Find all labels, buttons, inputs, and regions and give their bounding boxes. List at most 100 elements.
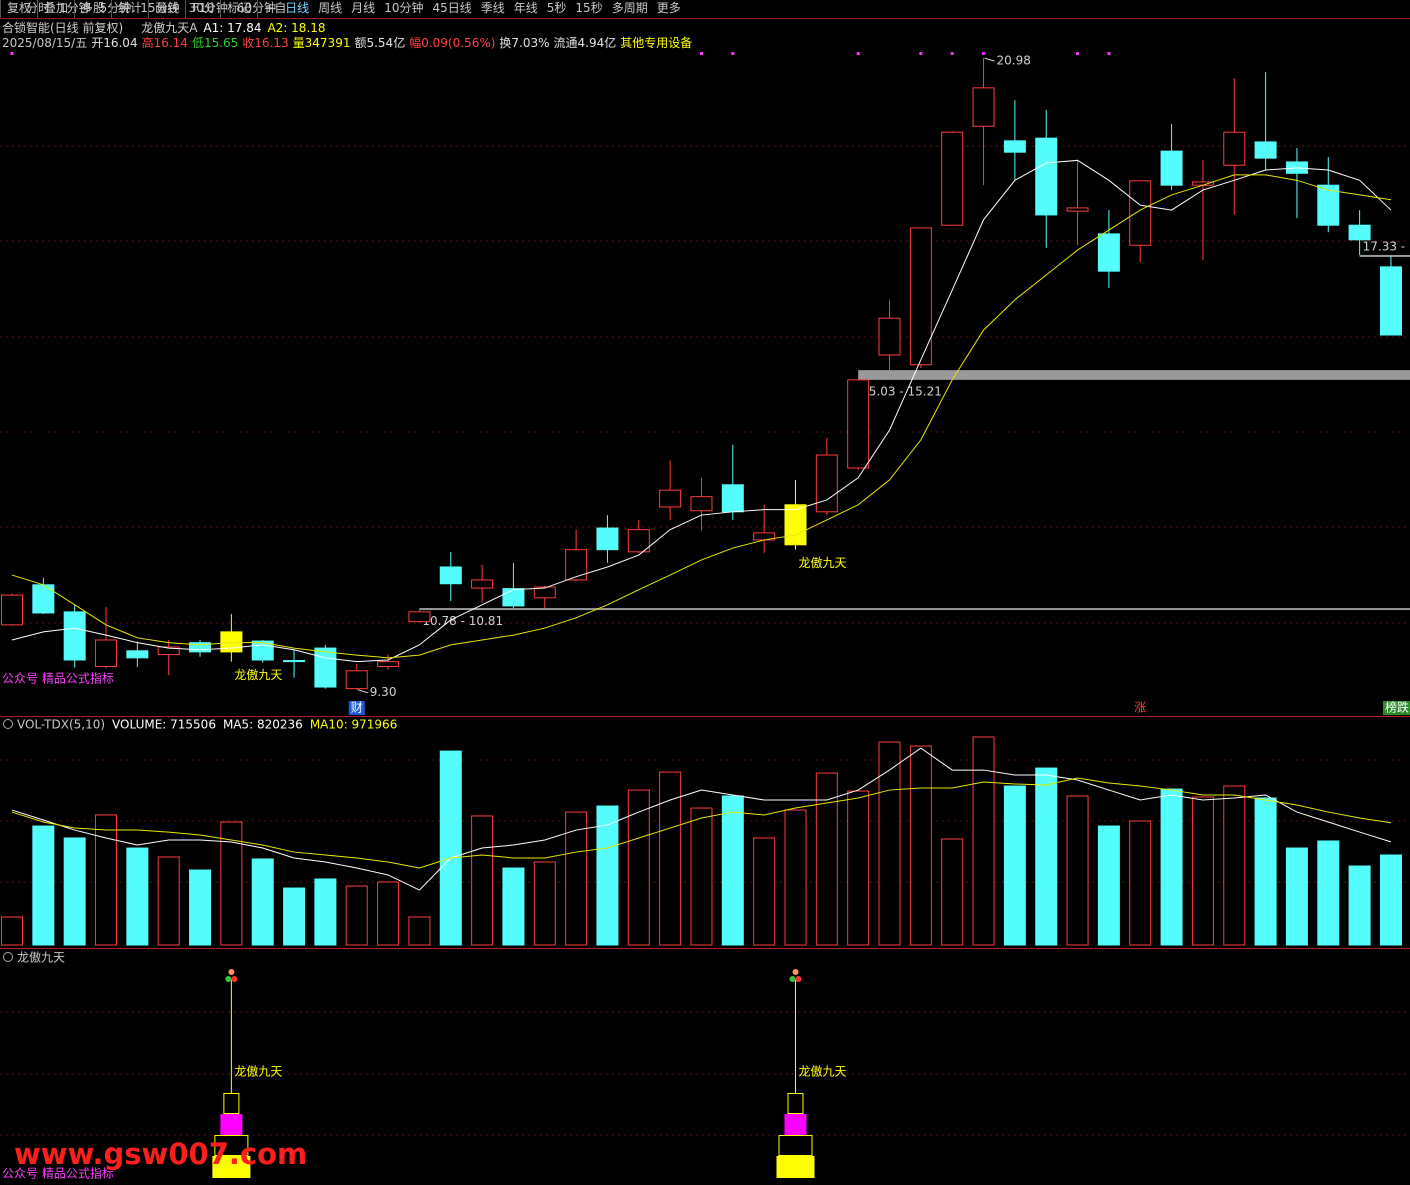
gap-label: 15.03 - 15.21 — [861, 384, 942, 398]
candle-body — [439, 566, 462, 585]
signal-block — [220, 1114, 243, 1135]
candle-body — [596, 527, 619, 551]
volume-bar — [1097, 825, 1120, 946]
volume-bar — [1348, 865, 1371, 946]
a2: A2: 18.18 — [267, 21, 326, 35]
signal-label: 龙傲九天 — [799, 1064, 847, 1079]
period-tab[interactable]: 15分钟 — [140, 1, 180, 15]
candle-body — [941, 131, 964, 226]
signal-dot — [1107, 52, 1111, 55]
period-tab[interactable]: 30分钟 — [188, 1, 228, 15]
volume-bar — [878, 741, 901, 946]
volume-bar — [1, 916, 23, 946]
footer-note: 公众号 精品公式指标 — [2, 671, 114, 686]
volume-header: VOL-TDX(5,10) — [17, 718, 105, 732]
tool-button[interactable]: F10 — [185, 0, 220, 18]
gap-band — [1359, 254, 1410, 257]
signal-block — [776, 1156, 815, 1178]
candle-body — [220, 631, 243, 653]
volume-bar — [1160, 788, 1183, 946]
candle-body — [1379, 266, 1402, 336]
volume-bar — [1285, 847, 1308, 946]
gap-band — [419, 608, 1410, 611]
panel-icon — [3, 952, 13, 962]
volume-bar — [659, 771, 682, 946]
volume-bar — [1129, 820, 1152, 946]
signal-bead — [231, 976, 238, 982]
volume-bar — [95, 814, 118, 946]
signal-bead — [225, 976, 232, 982]
candle-body — [909, 227, 932, 366]
candle-body — [721, 484, 744, 513]
volume-bar — [1035, 767, 1058, 946]
volume-bar — [690, 807, 713, 946]
tool-button[interactable]: 复权 — [0, 0, 37, 18]
volume-bar — [909, 745, 932, 946]
signal-dot — [699, 52, 703, 55]
open: 开16.04 — [91, 36, 138, 50]
extreme-label: 20.98 — [997, 54, 1031, 68]
period-tab[interactable]: 45日线 — [432, 1, 472, 15]
high: 高16.14 — [141, 36, 188, 50]
tool-button[interactable]: +自 — [257, 0, 292, 18]
event-tag: 财 — [351, 701, 363, 715]
candle-body — [1160, 150, 1183, 186]
candle-body — [1003, 140, 1026, 153]
extreme-label: 9.30 — [370, 685, 397, 699]
candle-body — [126, 650, 149, 659]
signal-block — [212, 1156, 251, 1178]
tool-button[interactable]: 画线 — [148, 0, 185, 18]
tool-button[interactable]: 多股 — [74, 0, 111, 18]
candle-body — [659, 489, 682, 508]
panel-icon — [3, 719, 13, 729]
signal-dot — [982, 52, 986, 55]
quote-line: 2025/08/15/五 开16.04 高16.14 低15.65 收16.13… — [2, 35, 692, 51]
candle-body — [784, 504, 807, 546]
period-tab[interactable]: 年线 — [513, 1, 538, 15]
event-tag: 榜跌 — [1385, 700, 1409, 715]
period-tab[interactable]: 60分钟 — [236, 1, 277, 15]
volume-ma-line — [11, 747, 1392, 891]
volume-bar — [63, 837, 86, 946]
gap-label: 17.33 - — [1363, 239, 1406, 253]
tool-button[interactable]: 叠加 — [37, 0, 74, 18]
volume-bar — [1379, 854, 1402, 946]
change: 幅0.09(0.56%) — [409, 36, 496, 50]
signal-block — [787, 1093, 804, 1114]
date: 2025/08/15/五 — [2, 36, 88, 50]
volume-bar — [753, 837, 776, 946]
signal-bead — [795, 976, 802, 982]
period-tab[interactable]: 季线 — [480, 1, 505, 15]
candle-body — [878, 317, 901, 356]
candle-body — [1097, 233, 1120, 272]
volume-bar — [314, 878, 337, 946]
signal-dot — [1076, 52, 1080, 55]
tool-button[interactable]: 标记 — [220, 0, 257, 18]
candle-body — [345, 670, 368, 690]
volume-header: MA5: 820236 — [223, 718, 303, 732]
candle-body — [565, 549, 588, 581]
period-tab[interactable]: 5分钟 — [99, 1, 132, 15]
volume-bar — [1254, 797, 1277, 946]
volume-ma-line — [11, 777, 1392, 869]
volume-bar — [784, 809, 807, 946]
candle-body — [1254, 141, 1277, 159]
period-tab[interactable]: 更多 — [656, 1, 681, 15]
candle-body — [533, 586, 556, 599]
pointer — [357, 689, 368, 694]
period-tab[interactable]: 10分钟 — [384, 1, 424, 15]
period-tab[interactable]: 多周期 — [611, 1, 648, 15]
stock-name: 合锁智能(日线 前复权) — [2, 21, 124, 35]
turnover: 换7.03% — [499, 36, 550, 50]
candle-body — [1317, 184, 1340, 226]
signal-label: 龙傲九天 — [234, 1064, 282, 1079]
volume-bar — [972, 736, 995, 946]
period-tab[interactable]: 5秒 — [546, 1, 567, 15]
tool-button[interactable]: 统计 — [111, 0, 148, 18]
candle-body — [95, 639, 118, 667]
period-tab[interactable]: 日线 — [285, 1, 310, 15]
period-tab[interactable]: 15秒 — [575, 1, 603, 15]
period-tab[interactable]: 周线 — [318, 1, 343, 15]
period-tab[interactable]: 月线 — [351, 1, 376, 15]
